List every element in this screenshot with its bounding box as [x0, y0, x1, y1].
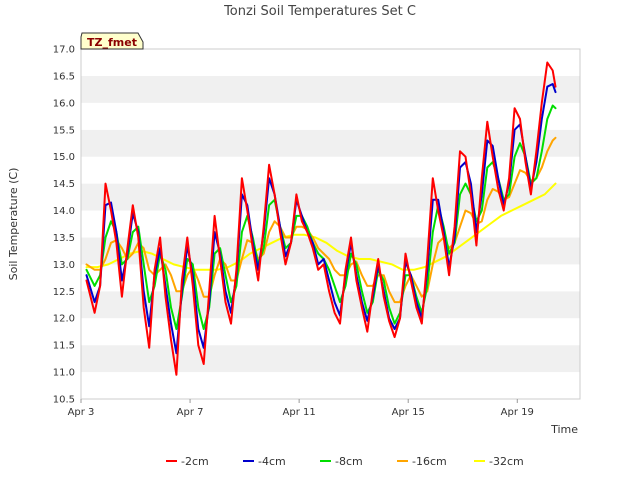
legend-label: -32cm: [489, 455, 524, 468]
y-tick-label: 17.0: [53, 45, 75, 56]
x-tick-label: Apr 15: [392, 407, 425, 418]
y-tick-label: 15.0: [53, 152, 75, 163]
y-axis-label: Soil Temperature (C): [7, 168, 20, 281]
y-tick-label: 11.0: [53, 368, 75, 379]
y-tick-label: 14.0: [53, 206, 75, 217]
x-tick-label: Apr 11: [283, 407, 316, 418]
grid-band: [81, 75, 580, 103]
y-tick-label: 10.5: [53, 395, 75, 406]
y-tick-label: 13.5: [53, 233, 75, 244]
x-tick-label: Apr 3: [68, 407, 95, 418]
series-line-minus-16cm: [85, 136, 557, 304]
annotation-tag-box: [80, 32, 144, 50]
y-tick-labels: 10.5 11.0 11.5 12.0 12.5 13.0 13.5 14.0 14.5 15.0…: [53, 45, 75, 406]
grid-band: [81, 183, 580, 211]
y-tick-label: 12.5: [53, 287, 75, 298]
x-tick-label: Apr 7: [177, 407, 204, 418]
legend-label: -16cm: [412, 455, 447, 468]
y-tick-label: 12.0: [53, 314, 75, 325]
x-tick-labels: Apr 3 Apr 7 Apr 11 Apr 15 Apr 19: [68, 399, 534, 418]
y-tick-label: 11.5: [53, 341, 75, 352]
grid-band: [81, 156, 580, 184]
y-tick-label: 14.5: [53, 179, 75, 190]
y-tick-label: 15.5: [53, 125, 75, 136]
series-lines: [85, 61, 557, 376]
legend: -2cm -4cm -8cm -16cm -32cm: [166, 455, 524, 468]
grid-band: [81, 129, 580, 157]
grid-band: [81, 372, 580, 399]
legend-label: -2cm: [181, 455, 209, 468]
x-tick-label: Apr 19: [501, 407, 534, 418]
grid-band: [81, 345, 580, 373]
grid-band: [81, 102, 580, 130]
x-axis-label: Time: [550, 423, 578, 436]
legend-label: -4cm: [258, 455, 286, 468]
plot-frame: [80, 48, 581, 400]
grid-band: [81, 49, 580, 76]
grid-band: [81, 318, 580, 346]
series-line-minus-2cm: [85, 61, 557, 376]
annotation-tag: TZ_fmet: [80, 32, 144, 50]
y-tick-label: 16.5: [53, 71, 75, 82]
chart-title: Tonzi Soil Temperatures Set C: [223, 4, 416, 19]
annotation-tag-text: TZ_fmet: [87, 36, 137, 49]
y-tick-label: 13.0: [53, 260, 75, 271]
y-tick-label: 16.0: [53, 98, 75, 109]
legend-label: -8cm: [335, 455, 363, 468]
grid-band: [81, 210, 580, 238]
grid-bands: [81, 49, 580, 399]
